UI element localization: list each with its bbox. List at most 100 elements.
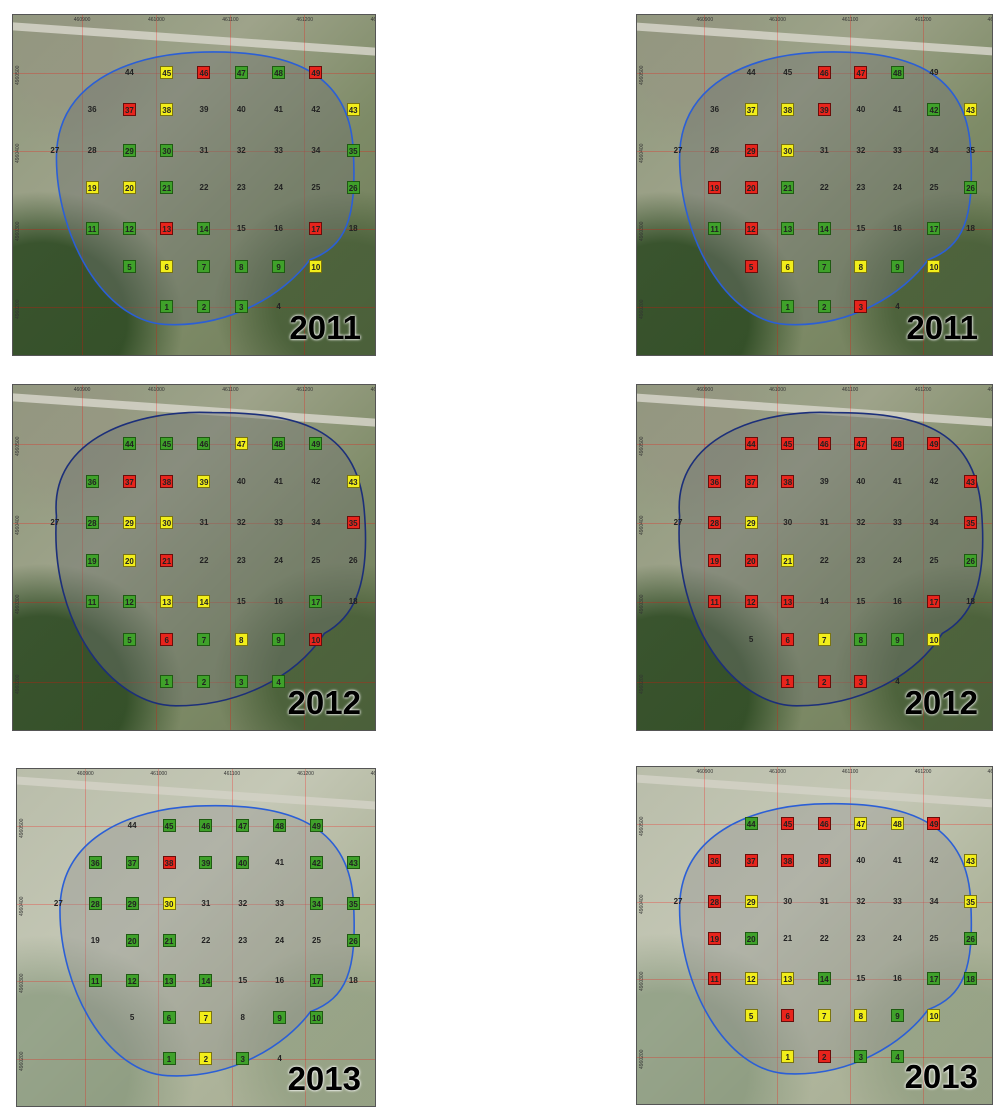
sample-site-17: 17 <box>309 595 323 609</box>
sample-site-27: 27 <box>673 518 683 527</box>
x-tick-label: 460900 <box>77 771 94 777</box>
grid-line <box>637 523 992 524</box>
sample-site-11: 11 <box>708 595 722 609</box>
grid-line <box>637 602 992 604</box>
sample-site-31: 31 <box>819 518 829 527</box>
sample-site-40: 40 <box>236 856 250 870</box>
sample-site-49: 49 <box>929 67 939 77</box>
sample-site-15: 15 <box>856 974 866 984</box>
map-panel-2012: 4609004610004611004612004613004960500496… <box>12 384 376 731</box>
grid-line <box>637 824 992 826</box>
sample-site-36: 36 <box>708 854 722 868</box>
sample-site-21: 21 <box>783 933 793 943</box>
sample-site-18: 18 <box>348 597 358 607</box>
sample-site-5: 5 <box>122 259 136 273</box>
sample-site-28: 28 <box>88 896 102 910</box>
sample-site-28: 28 <box>710 146 720 155</box>
sample-site-27: 27 <box>673 896 683 906</box>
grid-line <box>922 15 924 355</box>
sample-site-20: 20 <box>744 931 758 945</box>
grid-line <box>305 769 307 1106</box>
sample-site-8: 8 <box>854 259 868 273</box>
sample-site-7: 7 <box>197 633 211 647</box>
map-panel-2013: 4609004610004611004612004613004960500496… <box>16 768 376 1107</box>
sample-site-3: 3 <box>236 1051 250 1065</box>
sample-site-31: 31 <box>819 896 829 906</box>
sample-site-24: 24 <box>274 555 284 565</box>
sample-site-27: 27 <box>673 146 683 155</box>
sample-site-19: 19 <box>90 935 100 945</box>
x-tick-label: 460900 <box>73 17 91 23</box>
sample-site-42: 42 <box>929 476 939 486</box>
x-tick-label: 461300 <box>370 17 376 23</box>
x-tick-label: 460900 <box>696 17 714 23</box>
sample-site-24: 24 <box>892 183 902 193</box>
sample-site-44: 44 <box>746 67 756 77</box>
grid-line <box>85 769 87 1106</box>
sample-site-20: 20 <box>122 553 136 567</box>
sample-site-33: 33 <box>892 896 902 906</box>
sample-site-30: 30 <box>162 896 176 910</box>
sample-site-8: 8 <box>240 1013 245 1023</box>
sample-site-47: 47 <box>854 436 868 450</box>
sample-site-10: 10 <box>309 259 323 273</box>
sample-site-22: 22 <box>819 555 829 565</box>
sample-site-2: 2 <box>817 300 831 314</box>
sample-site-37: 37 <box>744 854 758 868</box>
sample-site-10: 10 <box>927 259 941 273</box>
sample-site-39: 39 <box>199 105 209 115</box>
sample-site-36: 36 <box>88 856 102 870</box>
grid-line <box>17 903 375 905</box>
sample-site-35: 35 <box>964 516 978 529</box>
sample-site-32: 32 <box>236 518 246 527</box>
sample-site-17: 17 <box>927 222 941 236</box>
y-tick-label: 4960300 <box>639 221 645 242</box>
sample-site-34: 34 <box>311 518 321 527</box>
sample-site-4: 4 <box>895 302 900 312</box>
grid-line <box>922 767 924 1104</box>
grid-line <box>777 15 779 355</box>
sample-site-16: 16 <box>892 597 902 607</box>
sample-site-18: 18 <box>966 597 975 607</box>
sample-site-15: 15 <box>238 976 248 986</box>
sample-site-40: 40 <box>856 476 866 486</box>
grid-line <box>13 151 375 152</box>
sample-site-11: 11 <box>85 222 99 236</box>
sample-site-22: 22 <box>201 935 211 945</box>
grid-line <box>17 826 375 828</box>
sample-site-29: 29 <box>122 516 136 529</box>
sample-site-28: 28 <box>87 146 97 155</box>
sample-site-27: 27 <box>50 518 60 527</box>
grid-line <box>777 385 779 730</box>
sample-site-11: 11 <box>708 222 722 236</box>
grid-line <box>13 72 375 74</box>
grid-line <box>231 769 233 1106</box>
sample-site-16: 16 <box>892 974 902 984</box>
sample-site-41: 41 <box>892 476 902 486</box>
sample-site-8: 8 <box>854 1009 868 1023</box>
sample-site-10: 10 <box>309 633 323 647</box>
sample-site-40: 40 <box>236 105 246 115</box>
sample-site-18: 18 <box>348 224 358 234</box>
sample-site-17: 17 <box>927 595 941 609</box>
sample-site-20: 20 <box>125 933 139 947</box>
sample-site-31: 31 <box>819 146 829 155</box>
sample-site-13: 13 <box>781 972 795 986</box>
grid-line <box>13 602 375 604</box>
sample-site-42: 42 <box>311 476 321 486</box>
sample-site-14: 14 <box>817 972 831 986</box>
sample-site-38: 38 <box>160 474 174 488</box>
sample-site-7: 7 <box>817 633 831 647</box>
sample-site-37: 37 <box>122 474 136 488</box>
x-tick-label: 460900 <box>696 769 714 775</box>
sample-site-44: 44 <box>127 821 137 831</box>
grid-line <box>158 769 160 1106</box>
sample-site-19: 19 <box>85 553 99 567</box>
sample-site-38: 38 <box>781 474 795 488</box>
y-tick-label: 4960400 <box>15 515 21 535</box>
y-tick-label: 4960200 <box>639 1049 645 1069</box>
x-tick-label: 461000 <box>147 17 165 23</box>
grid-line <box>637 229 992 231</box>
y-tick-label: 4960300 <box>639 594 645 615</box>
x-tick-label: 460900 <box>73 387 91 393</box>
